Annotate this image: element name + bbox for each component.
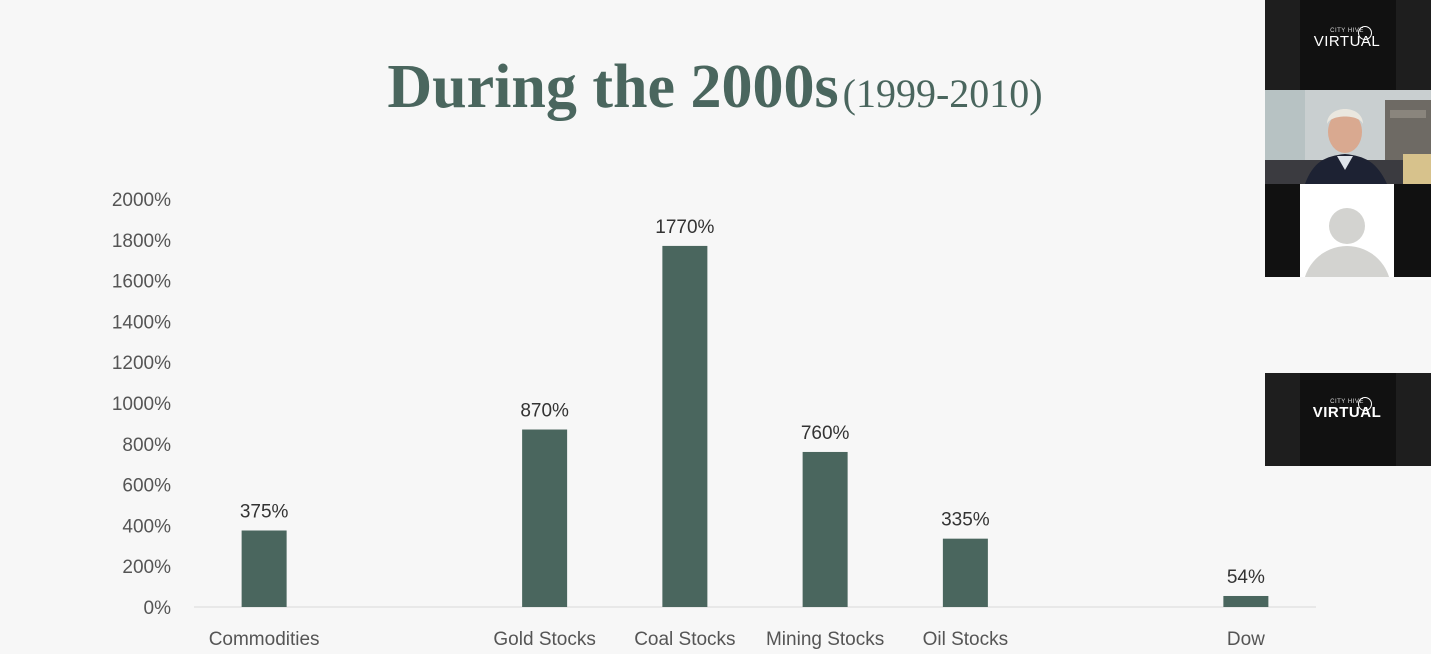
y-tick-label: 400% [122,516,171,537]
y-tick-label: 200% [122,557,171,578]
bar [802,451,848,607]
bar [241,530,287,607]
data-label: 1770% [655,217,714,238]
data-label: 375% [240,502,289,523]
y-tick-label: 800% [122,435,171,456]
x-tick-label: Mining Stocks [766,629,884,650]
speaker-video [1265,90,1431,184]
data-label: 760% [801,423,850,444]
crosshair-icon [1358,26,1372,40]
participant-tile-logo-1[interactable]: CITY HIVE VIRTUAL [1265,0,1431,90]
x-tick-label: Commodities [209,629,320,650]
y-tick-label: 1600% [112,272,171,293]
bar [662,245,708,608]
presentation-slide: During the 2000s (1999-2010) 0% 200% 400% 6… [112,53,1316,650]
x-tick-label: Oil Stocks [923,629,1009,650]
y-tick-label: 2000% [112,190,171,211]
y-tick-label: 1400% [112,312,171,333]
y-tick-label: 1800% [112,231,171,252]
data-label: 870% [520,401,569,422]
slide-title: During the 2000s (1999-2010) [0,52,1430,123]
y-tick-label: 1200% [112,353,171,374]
crosshair-icon [1358,397,1372,411]
participant-avatar-tile[interactable] [1265,184,1431,277]
virtual-logo: CITY HIVE VIRTUAL [1312,397,1382,421]
bar [942,538,988,607]
bar [1223,595,1269,607]
slide-title-main: During the 2000s [387,53,839,121]
y-tick-label: 0% [144,598,172,619]
bar [522,429,568,607]
virtual-logo: CITY HIVE VIRTUAL [1313,26,1381,50]
avatar [1300,184,1394,277]
y-tick-label: 600% [122,476,171,497]
x-tick-label: Coal Stocks [634,629,735,650]
x-tick-label: Gold Stocks [493,629,595,650]
x-tick-label: Dow [1227,629,1265,650]
y-tick-label: 1000% [112,394,171,415]
data-label: 335% [941,510,990,531]
bar-chart: 0% 200% 400% 600% 800% 1000% 1200% 1400% 1600% 18… [112,190,1316,650]
slide-title-subtitle: (1999-2010) [842,71,1043,116]
participant-tile-logo-2[interactable]: CITY HIVE VIRTUAL [1265,373,1431,466]
user-icon [1329,208,1365,244]
data-label: 54% [1227,567,1265,588]
participant-video-tile[interactable] [1265,90,1431,184]
